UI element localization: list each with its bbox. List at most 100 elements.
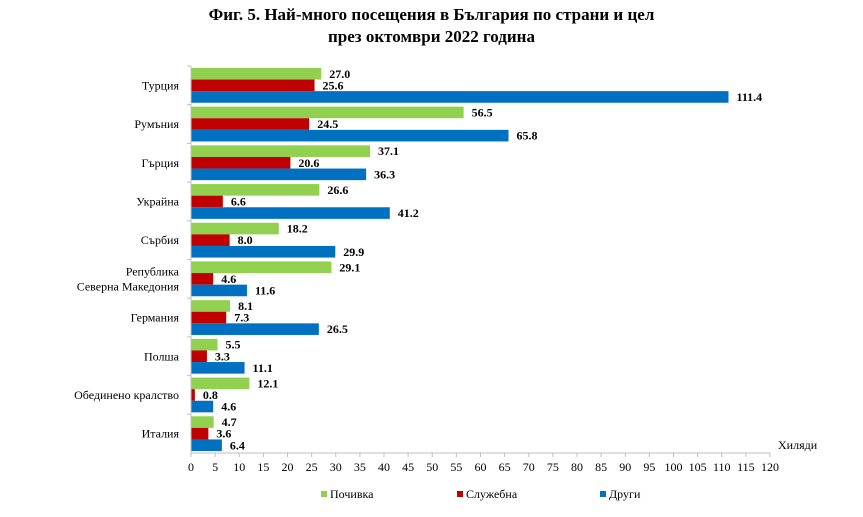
bar-5-1 <box>191 222 279 235</box>
x-tick-label-14: 65 <box>499 460 511 474</box>
x-tick-label-8: 35 <box>354 460 366 474</box>
x-tick-label-25: 120 <box>761 460 779 474</box>
bar-3-2 <box>191 156 291 169</box>
value-label-1-2: 25.6 <box>323 78 344 92</box>
legend-label-1: Почивка <box>330 487 374 501</box>
x-tick-label-22: 105 <box>689 460 707 474</box>
value-label-8-1: 5.5 <box>226 338 241 352</box>
x-tick-label-15: 70 <box>523 460 535 474</box>
bar-7-3 <box>191 323 319 335</box>
value-label-2-1: 56.5 <box>472 105 493 119</box>
category-label-2: Румъния <box>134 117 179 131</box>
value-label-9-3: 4.6 <box>221 400 236 414</box>
chart-title: Фиг. 5. Най-много посещения в България п… <box>0 4 863 48</box>
bar-8-3 <box>191 362 245 374</box>
bar-10-1 <box>191 416 214 428</box>
x-tick-label-19: 90 <box>619 460 631 474</box>
value-label-2-3: 65.8 <box>516 129 537 143</box>
bar-5-2 <box>191 234 230 246</box>
category-label-7: Германия <box>131 311 180 325</box>
value-label-5-2: 8.0 <box>238 233 253 247</box>
bar-6-2 <box>191 273 214 285</box>
x-tick-label-3: 10 <box>233 460 245 474</box>
x-tick-label-13: 60 <box>475 460 487 474</box>
bar-2-2 <box>191 118 310 130</box>
value-label-4-1: 26.6 <box>327 183 348 197</box>
value-label-3-1: 37.1 <box>378 144 399 158</box>
x-tick-label-1: 0 <box>188 460 194 474</box>
x-tick-label-17: 80 <box>571 460 583 474</box>
value-label-1-3: 111.4 <box>737 90 763 104</box>
x-tick-label-11: 50 <box>426 460 438 474</box>
legend-label-2: Служебна <box>466 487 518 501</box>
x-tick-label-4: 15 <box>257 460 269 474</box>
category-label-9: Обединено кралство <box>74 388 179 402</box>
bar-2-1 <box>191 106 464 119</box>
x-axis-unit-label: Хиляди <box>778 438 818 452</box>
value-label-4-3: 41.2 <box>398 206 419 220</box>
value-label-9-2: 0.8 <box>203 388 218 402</box>
legend-label-3: Други <box>609 487 641 501</box>
value-label-6-3: 11.6 <box>255 283 275 297</box>
chart-title-line-1: Фиг. 5. Най-много посещения в България п… <box>208 5 655 24</box>
bar-10-2 <box>191 427 209 440</box>
bar-1-3 <box>191 91 729 103</box>
value-label-5-1: 18.2 <box>287 222 308 236</box>
value-label-9-1: 12.1 <box>257 376 278 390</box>
bar-7-1 <box>191 300 231 312</box>
bar-5-3 <box>191 245 336 258</box>
x-tick-label-12: 55 <box>450 460 462 474</box>
value-label-7-3: 26.5 <box>327 322 348 336</box>
bar-10-3 <box>191 439 222 452</box>
bar-4-1 <box>191 184 320 196</box>
value-label-10-3: 6.4 <box>230 438 245 452</box>
x-tick-label-20: 95 <box>643 460 655 474</box>
chart-title-line-2: през октомври 2022 година <box>328 27 535 46</box>
bar-9-1 <box>191 377 250 390</box>
x-tick-label-5: 20 <box>282 460 294 474</box>
bar-1-2 <box>191 79 315 92</box>
x-tick-label-18: 85 <box>595 460 607 474</box>
bar-4-3 <box>191 207 390 219</box>
x-tick-label-10: 45 <box>402 460 414 474</box>
category-label-6-line-2: Северна Македония <box>77 279 180 293</box>
bar-1-1 <box>191 67 322 80</box>
x-tick-label-24: 115 <box>737 460 755 474</box>
x-tick-label-23: 110 <box>713 460 731 474</box>
x-tick-label-6: 25 <box>306 460 318 474</box>
legend-swatch-1 <box>321 491 327 497</box>
bar-3-3 <box>191 168 367 181</box>
bar-8-2 <box>191 350 207 363</box>
bar-3-1 <box>191 145 371 157</box>
category-label-10: Италия <box>142 427 180 441</box>
category-label-6-line-1: Република <box>126 264 180 278</box>
x-tick-label-21: 100 <box>665 460 683 474</box>
category-label-1: Турция <box>142 78 180 92</box>
value-label-10-2: 3.6 <box>216 427 231 441</box>
x-tick-label-16: 75 <box>547 460 559 474</box>
value-label-6-2: 4.6 <box>221 272 236 286</box>
value-label-4-2: 6.6 <box>231 194 246 208</box>
legend-swatch-3 <box>600 491 606 497</box>
bar-2-3 <box>191 129 509 142</box>
value-label-5-3: 29.9 <box>343 245 364 259</box>
x-tick-label-2: 5 <box>212 460 218 474</box>
value-label-3-2: 20.6 <box>298 156 319 170</box>
category-label-4: Украйна <box>136 194 179 208</box>
value-label-6-1: 29.1 <box>339 260 360 274</box>
bar-6-3 <box>191 284 247 297</box>
value-label-3-3: 36.3 <box>374 167 395 181</box>
category-label-5: Сърбия <box>141 233 180 247</box>
bar-6-1 <box>191 261 332 274</box>
value-label-2-2: 24.5 <box>317 117 338 131</box>
bar-9-2 <box>191 389 195 401</box>
value-label-8-3: 11.1 <box>253 361 273 375</box>
value-label-10-1: 4.7 <box>222 415 237 429</box>
category-label-3: Гърция <box>141 156 179 170</box>
value-label-7-2: 7.3 <box>234 311 249 325</box>
value-label-8-2: 3.3 <box>215 349 230 363</box>
bar-8-1 <box>191 338 218 351</box>
bar-7-2 <box>191 311 227 324</box>
value-label-7-1: 8.1 <box>238 299 253 313</box>
